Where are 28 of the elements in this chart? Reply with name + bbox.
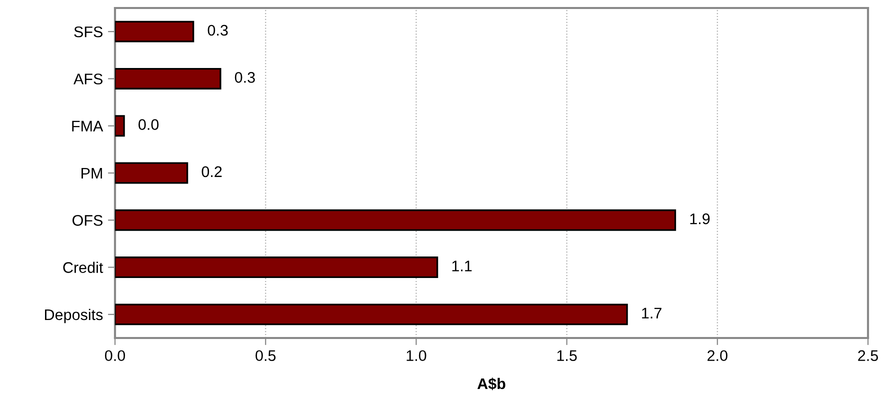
- x-axis-title: A$b: [477, 378, 506, 390]
- y-tick-label: PM: [82, 168, 102, 179]
- text: 0.0: [104, 350, 126, 362]
- data-label: 0.2: [202, 166, 222, 178]
- y-tick-label: FMA: [72, 120, 104, 132]
- data-label: 0.3: [208, 24, 228, 36]
- y-tick-label: Deposits: [45, 308, 103, 324]
- data-label: 1.1: [452, 260, 472, 272]
- data-label: 0.3: [234, 72, 255, 83]
- y-tick-label: Credit: [63, 262, 104, 273]
- text: 2.0: [708, 350, 728, 362]
- y-tick-label: AFS: [74, 74, 102, 84]
- bar: [115, 115, 125, 137]
- bar: [115, 209, 676, 231]
- bar: [115, 68, 222, 90]
- text: 2.5: [858, 350, 878, 362]
- text: 0.5: [256, 350, 276, 362]
- bar: [115, 20, 194, 42]
- text: 1.0: [406, 350, 426, 362]
- bar: [115, 162, 188, 184]
- bar: [115, 256, 438, 278]
- y-tick-label: SFS: [74, 26, 102, 38]
- data-label: 0.0: [138, 119, 159, 130]
- data-label: 1.7: [642, 308, 662, 318]
- data-label: 1.9: [690, 213, 710, 224]
- text: 1.5: [557, 350, 577, 362]
- y-tick-label: OFS: [72, 215, 102, 226]
- bar: [115, 304, 628, 326]
